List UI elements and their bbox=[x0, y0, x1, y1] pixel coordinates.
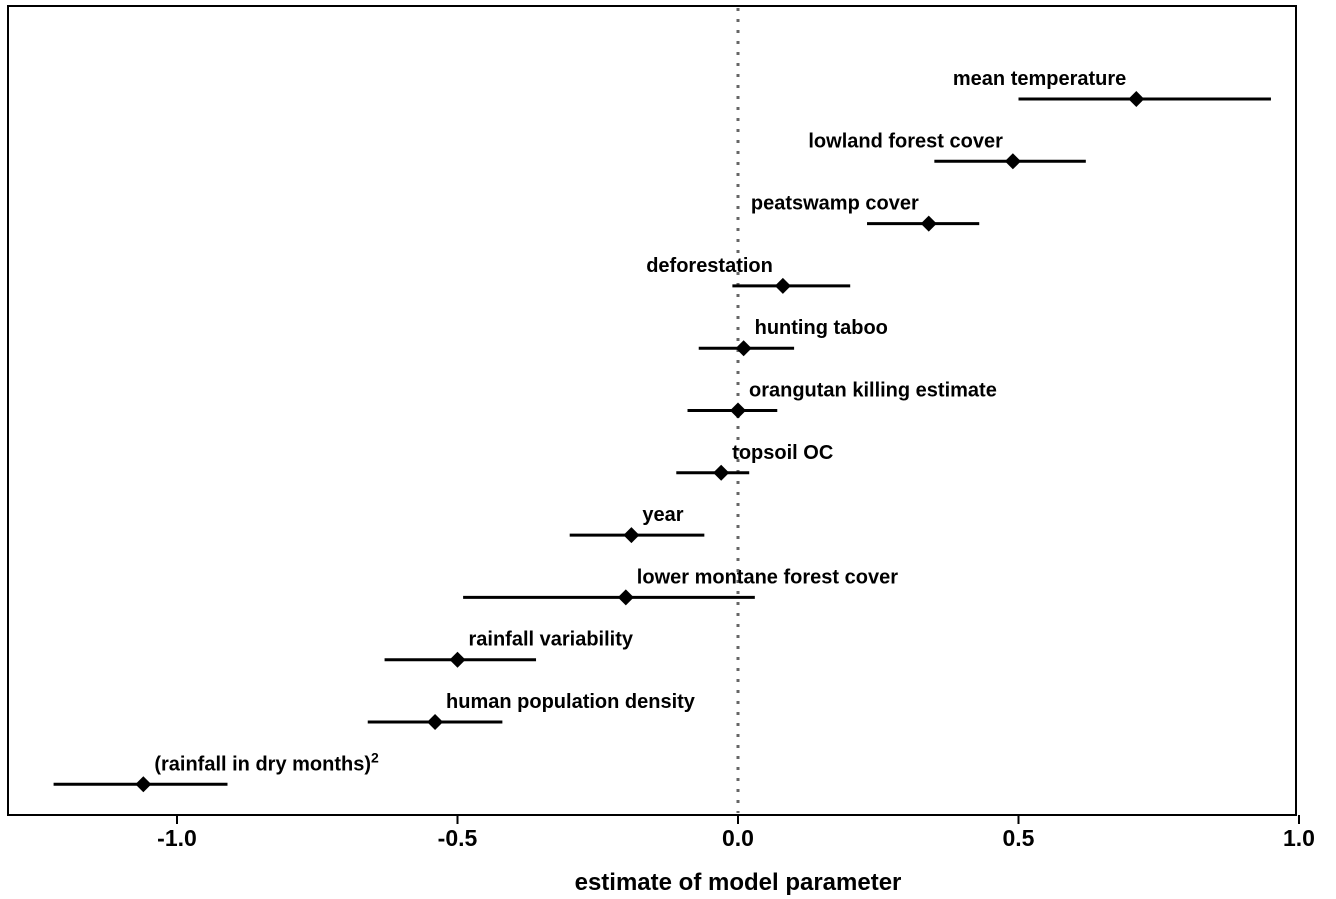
estimate-point bbox=[617, 589, 634, 606]
parameter-label: human population density bbox=[446, 691, 696, 713]
parameter-label: lower montane forest cover bbox=[637, 566, 898, 588]
estimate-point bbox=[1004, 153, 1021, 170]
estimate-point bbox=[920, 215, 937, 232]
parameter-label: peatswamp cover bbox=[751, 193, 919, 215]
parameter-label: deforestation bbox=[646, 255, 773, 277]
estimate-point bbox=[713, 464, 730, 481]
estimates: mean temperature lowland forest cover peat… bbox=[53, 68, 1271, 793]
parameter-label: hunting taboo bbox=[755, 317, 888, 339]
x-tick-label: 0.5 bbox=[1003, 825, 1035, 851]
parameter-label: rainfall variability bbox=[469, 629, 634, 651]
estimate-point bbox=[623, 527, 640, 544]
parameter-label: year bbox=[642, 504, 683, 526]
parameter-label: mean temperature bbox=[953, 68, 1126, 90]
estimate-point bbox=[1128, 91, 1145, 107]
x-tick-label: 0.0 bbox=[722, 825, 754, 851]
parameter-label: lowland forest cover bbox=[808, 130, 1003, 152]
estimate-point bbox=[730, 402, 746, 419]
estimate-point bbox=[774, 277, 791, 294]
plot-frame bbox=[7, 5, 1297, 816]
x-tick-label: -0.5 bbox=[438, 825, 478, 851]
parameter-label: topsoil OC bbox=[732, 442, 833, 464]
x-axis-label: estimate of model parameter bbox=[575, 869, 902, 896]
parameter-label: (rainfall in dry months)2 bbox=[154, 749, 379, 775]
x-tick-label: 1.0 bbox=[1283, 825, 1315, 851]
estimate-point bbox=[135, 776, 152, 793]
estimate-point bbox=[735, 340, 752, 357]
estimate-point bbox=[427, 714, 444, 730]
estimate-point bbox=[449, 651, 466, 668]
x-axis: -1.0 -0.5 0.0 0.5 1.0 bbox=[157, 815, 1315, 851]
x-tick-label: -1.0 bbox=[157, 825, 197, 851]
parameter-label: orangutan killing estimate bbox=[749, 380, 997, 402]
